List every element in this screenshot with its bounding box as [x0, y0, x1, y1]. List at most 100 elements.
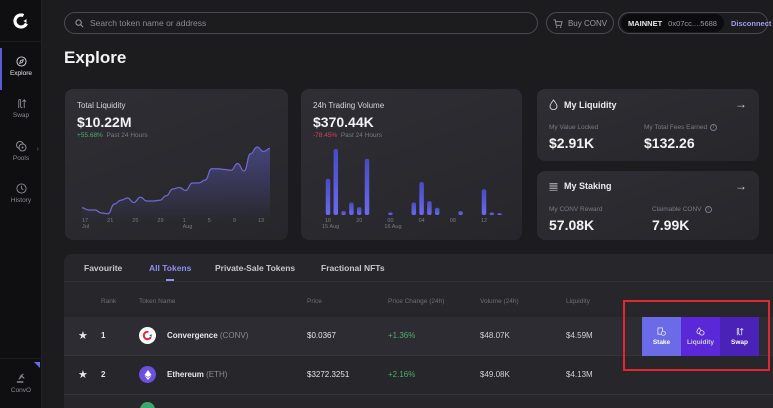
favourite-star-icon[interactable]: ★ [78, 330, 88, 342]
my-liquidity-card[interactable]: My Liquidity → My Value Locked $2.91K My… [537, 89, 759, 161]
x-tick-label: 1 [183, 218, 186, 224]
x-tick-label: 25 [132, 218, 138, 224]
price-change: +2.16% [388, 370, 416, 379]
info-icon[interactable]: i [710, 124, 718, 131]
volume-24h: $48.07K [480, 331, 510, 340]
volume-bar [481, 189, 487, 215]
cart-icon [553, 18, 563, 28]
tokens-panel: Favourite All Tokens Private-Sale Tokens… [64, 254, 773, 408]
tab-favourite[interactable]: Favourite [84, 263, 123, 273]
header-liquidity[interactable]: Liquidity [566, 298, 590, 305]
trading-volume-card: 24h Trading Volume $370.44K -78.45% Past… [301, 89, 522, 240]
arrow-right-icon[interactable]: → [735, 97, 747, 111]
sidebar-item-history[interactable]: History [0, 173, 42, 213]
x-tick-label: 12 [481, 218, 487, 224]
wallet-address: 0x07cc....5688 [668, 18, 717, 28]
gavel-icon [16, 373, 25, 383]
liquidity: $4.59M [566, 331, 593, 340]
liquidity-icon [696, 327, 705, 336]
arrow-right-icon[interactable]: → [735, 179, 747, 193]
header-token-name[interactable]: Token Name [139, 298, 176, 305]
sidebar-item-label: ConvO [10, 387, 32, 394]
x-tick-sublabel: Jul [82, 224, 89, 230]
change-line: +55.68% Past 24 Hours [77, 132, 148, 139]
volume-bar [333, 149, 339, 215]
pools-icon [16, 141, 27, 152]
sidebar-item-explore[interactable]: Explore [0, 46, 42, 90]
card-title: Total Liquidity [77, 101, 126, 110]
stake-label: Stake [652, 339, 671, 346]
claimable-value: 7.99K [652, 217, 690, 233]
tab-fractional-nfts[interactable]: Fractional NFTs [321, 263, 385, 273]
info-icon[interactable]: i [704, 206, 712, 213]
token-symbol: (CONV) [219, 331, 249, 340]
search-input[interactable] [90, 18, 510, 28]
x-tick-label: 21 [107, 218, 113, 224]
conv-reward-value: 57.08K [549, 217, 595, 233]
change-period: Past 24 Hours [340, 132, 383, 139]
stake-button[interactable]: Stake [642, 317, 681, 356]
liquidity-line [81, 146, 271, 215]
rank: 1 [101, 331, 106, 340]
convergence-logo[interactable] [0, 0, 42, 42]
claimable-label: Claimable CONV i [652, 206, 712, 213]
header-price-change[interactable]: Price Change (24h) [388, 298, 445, 305]
my-staking-header: My Staking [549, 181, 612, 191]
network-badge[interactable]: MAINNET 0x07cc....5688 [621, 14, 724, 32]
rank: 2 [101, 370, 106, 379]
logo-icon [13, 12, 29, 29]
stack-icon [549, 182, 558, 191]
my-liquidity-title: My Liquidity [564, 99, 617, 110]
token-name: Ethereum (ETH) [167, 370, 227, 379]
x-tick-label: 9 [233, 218, 236, 224]
change-percent: +55.68% [77, 132, 103, 139]
liquidity-area-fill [82, 147, 270, 222]
corner-indicator [34, 362, 40, 368]
network-name: MAINNET [628, 18, 663, 28]
stake-icon [657, 327, 666, 336]
change-period: Past 24 Hours [106, 132, 148, 139]
header-volume[interactable]: Volume (24h) [480, 298, 519, 305]
tab-private-sale-tokens[interactable]: Private-Sale Tokens [215, 263, 296, 273]
sidebar-item-swap[interactable]: Swap [0, 88, 42, 128]
swap-button[interactable]: Swap [720, 317, 759, 356]
x-tick-label: 20 [356, 218, 362, 224]
sidebar-item-label: History [10, 196, 32, 204]
sidebar-item-convo[interactable]: ConvO [0, 358, 42, 408]
token-price: $0.0367 [307, 331, 336, 340]
search-bar[interactable] [64, 12, 538, 34]
price-change: +1.36% [388, 331, 416, 340]
header-rank[interactable]: Rank [101, 298, 117, 305]
sidebar-item-label: Explore [9, 69, 33, 77]
my-staking-card[interactable]: My Staking → My CONV Reward 57.08K Claim… [537, 171, 759, 240]
x-tick-sublabel: Aug [183, 224, 193, 230]
change-percent: -78.45% [313, 132, 338, 139]
token-name: Convergence (CONV) [167, 331, 248, 340]
liquidity-button[interactable]: Liquidity [681, 317, 720, 356]
compass-icon [15, 55, 27, 67]
swap-arrows-icon [736, 327, 744, 336]
change-line: -78.45% Past 24 Hours [313, 132, 382, 139]
buy-conv-button[interactable]: Buy CONV [546, 12, 614, 34]
swap-arrows-icon [17, 98, 26, 108]
fees-earned-label-text: My Total Fees Earned [644, 124, 708, 131]
liquidity-label: Liquidity [686, 339, 715, 346]
total-liquidity-value: $10.22M [77, 114, 132, 130]
disconnect-button[interactable]: Disconnect [730, 18, 772, 28]
sidebar-item-pools[interactable]: Pools [0, 131, 42, 171]
my-liquidity-header: My Liquidity [549, 99, 617, 110]
chevron-right-icon[interactable]: › [36, 146, 39, 153]
table-row[interactable]: ★ 1 Convergence (CONV) $0.0367 +1.36% $4… [64, 317, 773, 356]
convergence-token-icon [139, 327, 156, 344]
header-price[interactable]: Price [307, 298, 322, 305]
value-locked-label: My Value Locked [549, 124, 599, 131]
favourite-star-icon[interactable]: ★ [78, 369, 88, 381]
token-symbol: (ETH) [206, 370, 228, 379]
table-row[interactable]: ★ 2 Ethereum (ETH) $3272.3251 +2.16% $49… [64, 356, 773, 395]
x-tick-label: 17 [82, 218, 88, 224]
tab-all-tokens[interactable]: All Tokens [149, 263, 192, 281]
fees-earned-value: $132.26 [644, 135, 695, 151]
